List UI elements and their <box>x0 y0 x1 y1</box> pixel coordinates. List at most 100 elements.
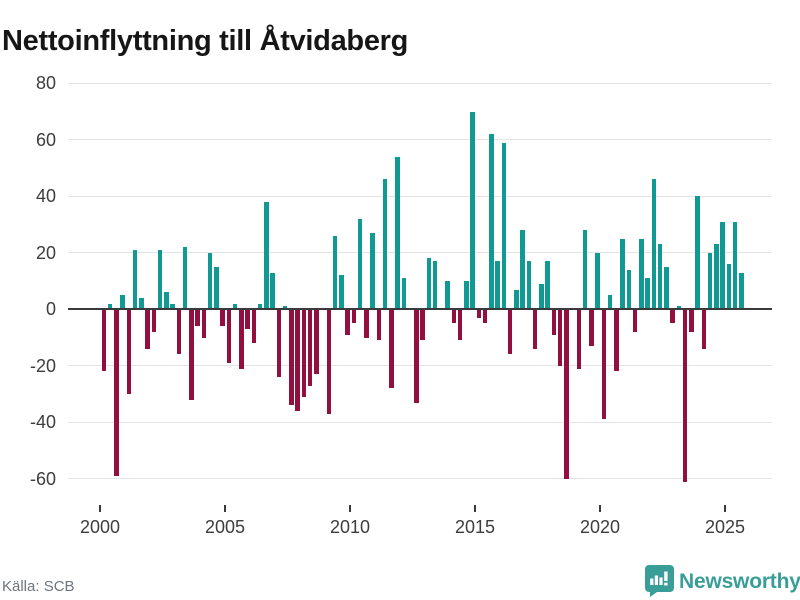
bar-positive <box>382 179 388 310</box>
zero-axis-line <box>68 308 772 311</box>
source-attribution: Källa: SCB <box>2 578 75 595</box>
bar-negative <box>482 309 488 324</box>
bar-negative <box>201 309 207 338</box>
gridline-y-60 <box>68 478 772 480</box>
gridline-y80 <box>68 82 772 84</box>
bar-negative <box>551 309 557 335</box>
y-axis-label: -60 <box>29 468 56 489</box>
bar-negative <box>145 309 150 349</box>
bar-positive <box>182 247 188 310</box>
bar-positive <box>395 156 400 310</box>
bar-negative <box>251 309 257 344</box>
x-axis-label: 2025 <box>704 517 746 537</box>
bar-positive <box>520 230 525 310</box>
bar-positive <box>626 269 632 310</box>
x-axis-tick <box>349 505 351 512</box>
bar-negative <box>151 309 157 332</box>
bar-negative <box>226 309 232 363</box>
chart-title: Nettoinflyttning till Åtvidaberg <box>2 25 409 58</box>
bar-positive <box>370 233 375 310</box>
y-axis-label: 20 <box>35 242 56 263</box>
bar-positive <box>207 252 213 310</box>
bar-negative <box>682 309 688 482</box>
bar-negative <box>420 309 425 341</box>
bar-negative <box>670 309 675 324</box>
x-axis-label: 2020 <box>579 517 621 537</box>
bar-negative <box>451 309 457 324</box>
x-axis-tick <box>224 505 226 512</box>
bar-negative <box>301 309 307 397</box>
bar-positive <box>676 306 682 310</box>
bar-positive <box>720 221 725 310</box>
bar-negative <box>195 309 200 327</box>
bar-negative <box>614 309 619 372</box>
bar-negative <box>364 309 369 338</box>
y-axis-label: 40 <box>35 186 56 207</box>
bar-positive <box>332 235 338 310</box>
brand-name: Newsworthy <box>679 570 800 593</box>
bar-negative <box>101 309 107 372</box>
bar-positive <box>651 179 657 310</box>
bar-negative <box>114 309 119 476</box>
y-axis-label: -40 <box>29 412 56 433</box>
bar-positive <box>257 303 263 310</box>
bar-positive <box>464 281 469 310</box>
bar-positive <box>501 142 507 310</box>
bar-negative <box>307 309 313 386</box>
bar-negative <box>126 309 132 395</box>
bar-negative <box>576 309 582 369</box>
x-axis-label: 2010 <box>329 517 371 537</box>
bar-positive <box>270 272 275 310</box>
x-axis-tick <box>599 505 601 512</box>
bar-positive <box>445 281 450 310</box>
bar-positive <box>264 201 269 310</box>
bar-positive <box>470 111 475 310</box>
bar-negative <box>189 309 194 400</box>
bar-positive <box>432 261 438 310</box>
gridline-y40 <box>68 195 772 197</box>
gridline-y-20 <box>68 365 772 367</box>
bar-negative <box>220 309 225 327</box>
bar-negative <box>176 309 182 355</box>
x-axis-label: 2015 <box>454 517 496 537</box>
bar-positive <box>357 218 363 310</box>
x-axis-tick <box>99 505 101 512</box>
bar-negative <box>389 309 394 389</box>
x-axis-label: 2005 <box>204 517 246 537</box>
bar-positive <box>232 303 238 310</box>
bar-negative <box>351 309 357 324</box>
bar-positive <box>732 221 738 310</box>
bar-positive <box>489 134 494 310</box>
y-axis-label: 0 <box>45 299 56 320</box>
bar-positive <box>339 275 344 310</box>
bar-positive <box>664 266 669 310</box>
bar-negative <box>289 309 294 406</box>
x-axis-tick <box>724 505 726 512</box>
bar-negative <box>314 309 319 375</box>
bar-negative <box>632 309 638 332</box>
bar-positive <box>620 238 625 310</box>
bar-negative <box>532 309 538 349</box>
bar-positive <box>695 196 700 310</box>
bar-negative <box>601 309 607 420</box>
y-axis-label: -20 <box>29 355 56 376</box>
bar-negative <box>345 309 350 335</box>
bar-negative <box>476 309 482 318</box>
gridline-y60 <box>68 139 772 141</box>
plot-area: 80 60 40 20 0 -20 -40 -60 2000 2005 2010 2015 2020 20… <box>29 74 772 537</box>
bar-negative <box>589 309 594 347</box>
bar-positive <box>739 272 744 310</box>
bar-positive <box>157 249 163 310</box>
bar-negative <box>507 309 513 355</box>
bar-positive <box>539 283 544 310</box>
bar-negative <box>457 309 463 341</box>
gridline-y20 <box>68 252 772 254</box>
bar-negative <box>245 309 250 330</box>
bar-positive <box>645 278 650 310</box>
bar-positive <box>426 258 432 310</box>
bar-positive <box>120 295 125 310</box>
bar-negative <box>414 309 419 403</box>
bar-positive <box>139 298 144 310</box>
bar-positive <box>726 264 732 310</box>
